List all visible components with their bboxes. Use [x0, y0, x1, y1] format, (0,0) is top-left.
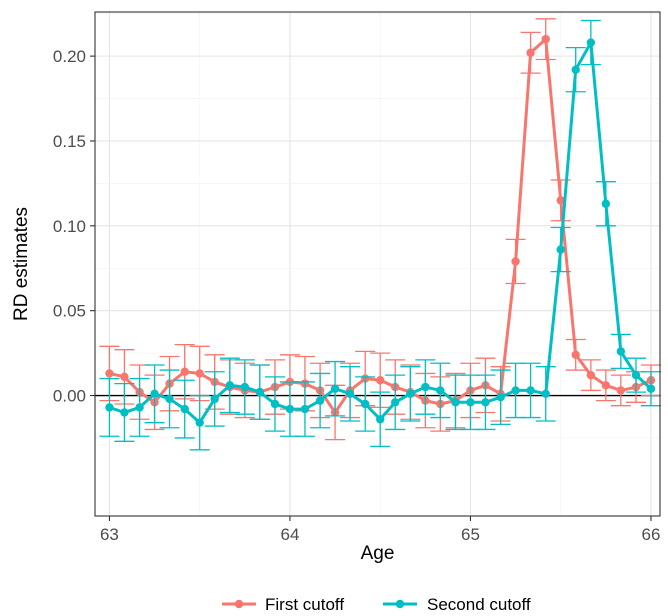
data-point	[616, 347, 626, 356]
data-point	[315, 396, 325, 405]
legend-point-swatch	[395, 599, 405, 609]
data-point	[376, 415, 385, 424]
y-tick-label: 0.05	[53, 302, 86, 321]
data-point	[165, 394, 174, 404]
legend-point-swatch	[234, 599, 244, 609]
data-point	[571, 350, 580, 359]
data-point	[421, 382, 430, 392]
data-point	[195, 369, 204, 378]
series-2	[99, 19, 661, 451]
y-tick-label: 0.15	[53, 132, 86, 151]
data-point	[361, 399, 370, 409]
legend-label: Second cutoff	[427, 595, 531, 614]
data-point	[586, 38, 596, 47]
data-point	[601, 381, 611, 390]
legend-label: First cutoff	[265, 595, 344, 614]
data-point	[526, 48, 535, 57]
x-tick-label: 66	[642, 525, 661, 544]
data-point	[195, 418, 204, 427]
data-point	[556, 245, 565, 254]
data-point	[105, 403, 114, 412]
x-axis-title: Age	[361, 543, 395, 564]
data-point	[541, 34, 550, 44]
data-point	[180, 404, 189, 414]
legend: First cutoff Second cutoff	[222, 595, 531, 614]
data-point	[571, 65, 580, 74]
data-point	[481, 398, 490, 407]
legend-item-1: First cutoff	[222, 595, 344, 614]
data-point	[390, 398, 400, 407]
data-point	[511, 257, 520, 266]
data-point	[120, 408, 129, 417]
data-point	[240, 382, 250, 392]
data-point	[150, 389, 159, 399]
data-point	[616, 386, 626, 395]
x-tick-label: 64	[280, 525, 299, 544]
data-point	[225, 381, 235, 390]
data-point	[526, 386, 535, 395]
data-point	[135, 403, 144, 412]
data-point	[376, 376, 385, 385]
data-point	[105, 369, 114, 378]
data-point	[541, 389, 550, 399]
data-point	[646, 384, 656, 393]
y-axis-ticks: 0.00 0.05 0.10 0.15 0.20	[53, 47, 95, 406]
data-point	[601, 199, 611, 208]
y-tick-label: 0.20	[53, 47, 86, 66]
data-point	[631, 370, 641, 380]
data-point	[285, 404, 295, 414]
data-point	[330, 384, 340, 393]
data-point	[120, 372, 129, 382]
legend-item-2: Second cutoff	[383, 595, 531, 614]
x-tick-label: 65	[461, 525, 480, 544]
data-point	[556, 196, 565, 205]
x-tick-label: 63	[100, 525, 119, 544]
data-point	[451, 398, 460, 407]
data-point	[511, 386, 520, 395]
y-tick-label: 0.10	[53, 217, 86, 236]
data-point	[586, 370, 596, 380]
panel-border	[94, 11, 661, 517]
data-point	[436, 386, 445, 395]
data-point	[210, 394, 219, 404]
y-axis-title: RD estimates	[11, 207, 32, 321]
data-point	[255, 387, 265, 397]
data-point	[300, 404, 310, 414]
series-layer	[99, 18, 661, 451]
data-point	[345, 389, 355, 399]
x-axis-ticks: 63 64 65 66	[100, 516, 660, 544]
data-point	[496, 393, 505, 402]
data-point	[270, 399, 280, 409]
y-tick-label: 0.00	[53, 387, 86, 406]
data-point	[466, 398, 475, 407]
data-point	[180, 367, 189, 376]
data-point	[406, 389, 415, 399]
